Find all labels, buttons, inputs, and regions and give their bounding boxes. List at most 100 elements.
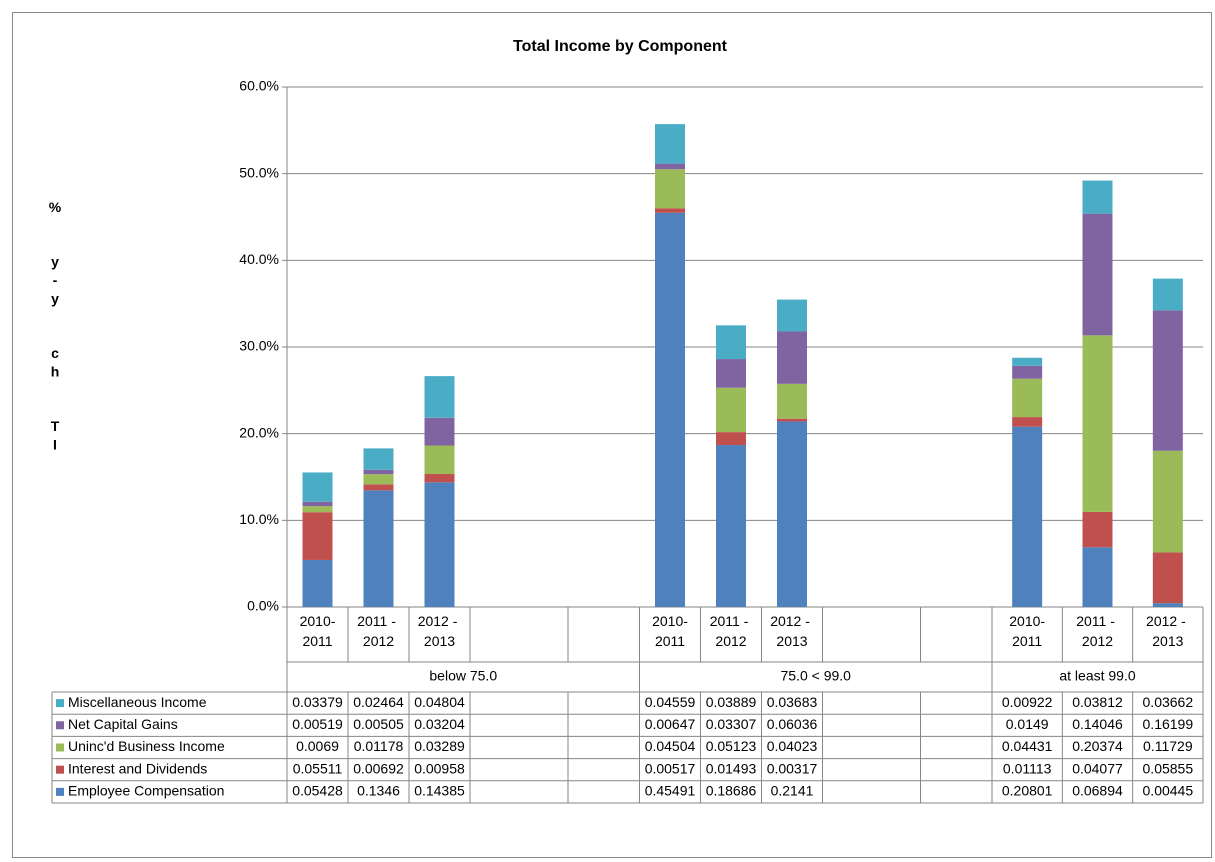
- table-value: 0.03379: [292, 694, 343, 710]
- x-tick-label: 2012 - 2013: [418, 613, 462, 649]
- bar-segment: [424, 474, 455, 483]
- legend-swatch: [56, 787, 64, 796]
- chart-frame: [12, 12, 1212, 858]
- bar-segment: [655, 212, 685, 607]
- bar-segment: [1152, 603, 1183, 607]
- y-tick-label: 10.0%: [239, 511, 279, 527]
- table-value: 0.01178: [354, 738, 404, 754]
- legend-label: Employee Compensation: [68, 783, 224, 799]
- y-tick-label: 40.0%: [239, 251, 279, 267]
- x-tick-label: 2010-2011: [300, 613, 336, 649]
- x-tick-label: 2012 - 2013: [770, 613, 814, 649]
- table-value: 0.05428: [292, 783, 343, 799]
- bar-segment: [302, 506, 333, 513]
- table-value: 0.01493: [706, 760, 757, 776]
- table-value: 0.03307: [706, 716, 757, 732]
- bar-segment: [1012, 426, 1043, 607]
- group-label: below 75.0: [429, 668, 497, 684]
- table-value: 0.03889: [706, 694, 757, 710]
- bar-segment: [655, 169, 685, 209]
- bar-segment: [716, 387, 746, 433]
- table-value: 0.00958: [414, 760, 465, 776]
- bar-segment: [655, 208, 685, 213]
- legend-swatch: [56, 699, 64, 708]
- table-value: 0.00517: [645, 760, 696, 776]
- table-value: 0.00692: [353, 760, 404, 776]
- bar-segment: [363, 448, 394, 470]
- bar-segment: [302, 472, 333, 502]
- table-value: 0.45491: [645, 783, 696, 799]
- bar-segment: [1082, 180, 1113, 214]
- table-value: 0.20801: [1002, 783, 1053, 799]
- bar-segment: [363, 484, 394, 491]
- table-value: 0.01113: [1003, 760, 1052, 776]
- x-tick-label: 2011 - 2012: [710, 613, 753, 649]
- table-value: 0.20374: [1072, 738, 1123, 754]
- bar-segment: [1012, 378, 1043, 418]
- bar-segment: [363, 474, 394, 485]
- bar-segment: [424, 376, 455, 418]
- table-value: 0.04504: [645, 738, 696, 754]
- table-value: 0.04804: [414, 694, 465, 710]
- table-value: 0.14046: [1072, 716, 1123, 732]
- bar-segment: [302, 501, 333, 507]
- group-label: 75.0 < 99.0: [781, 668, 852, 684]
- table-value: 0.04431: [1002, 738, 1053, 754]
- bar-segment: [655, 124, 685, 164]
- chart-title: Total Income by Component: [513, 38, 728, 55]
- group-label: at least 99.0: [1059, 668, 1135, 684]
- table-value: 0.06036: [767, 716, 818, 732]
- x-tick-label: 2011 - 2012: [357, 613, 400, 649]
- table-value: 0.05511: [293, 760, 343, 776]
- bar-segment: [777, 418, 807, 422]
- bar-segment: [716, 445, 746, 607]
- table-value: 0.02464: [353, 694, 404, 710]
- table-value: 0.0069: [296, 738, 339, 754]
- x-tick-label: 2012 - 2013: [1146, 613, 1190, 649]
- bar-segment: [424, 482, 455, 607]
- table-value: 0.00317: [767, 760, 818, 776]
- x-tick-label: 2011 - 2012: [1076, 613, 1119, 649]
- bar-segment: [777, 299, 807, 332]
- table-value: 0.00505: [353, 716, 404, 732]
- table-value: 0.05123: [706, 738, 757, 754]
- legend-label: Miscellaneous Income: [68, 694, 207, 710]
- legend-swatch: [56, 765, 64, 774]
- bar-segment: [1152, 450, 1183, 553]
- table-value: 0.00647: [645, 716, 696, 732]
- bar-segment: [1152, 310, 1183, 451]
- bar-segment: [1082, 511, 1113, 548]
- bar-segment: [655, 163, 685, 170]
- bar-segment: [716, 432, 746, 446]
- x-tick-label: 2010-2011: [652, 613, 688, 649]
- table-value: 0.03289: [414, 738, 465, 754]
- bar-segment: [777, 421, 807, 607]
- table-value: 0.14385: [414, 783, 465, 799]
- x-tick-label: 2010-2011: [1009, 613, 1045, 649]
- table-value: 0.2141: [771, 783, 814, 799]
- bar-segment: [302, 512, 333, 560]
- table-value: 0.00922: [1002, 694, 1053, 710]
- table-value: 0.16199: [1143, 716, 1194, 732]
- y-tick-label: 60.0%: [239, 78, 279, 94]
- bar-segment: [716, 325, 746, 360]
- table-value: 0.03812: [1072, 694, 1123, 710]
- bar-segment: [1152, 552, 1183, 604]
- table-value: 0.05855: [1143, 760, 1194, 776]
- bar-segment: [1012, 365, 1043, 379]
- bar-segment: [1012, 417, 1043, 427]
- bar-segment: [424, 417, 455, 446]
- y-tick-label: 50.0%: [239, 164, 279, 180]
- table-value: 0.03683: [767, 694, 818, 710]
- legend-label: Uninc'd Business Income: [68, 738, 225, 754]
- bar-segment: [777, 383, 807, 419]
- table-value: 0.03204: [414, 716, 465, 732]
- legend-label: Net Capital Gains: [68, 716, 178, 732]
- legend-label: Interest and Dividends: [68, 760, 207, 776]
- table-value: 0.03662: [1143, 694, 1194, 710]
- bar-segment: [1152, 278, 1183, 311]
- table-value: 0.04559: [645, 694, 696, 710]
